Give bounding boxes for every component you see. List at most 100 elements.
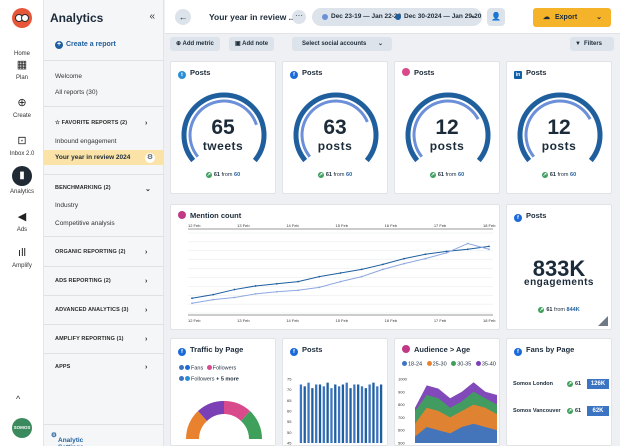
create-report-button[interactable]: + Create a report (55, 41, 116, 49)
bar (326, 382, 329, 443)
posts-value: 65 (211, 116, 235, 139)
rail-item-amplify[interactable]: ıll Amplify (12, 247, 32, 269)
fans-row: Somos Vancouver ↗ 61 62K (513, 404, 611, 419)
bar (360, 386, 364, 443)
rail-item-ads[interactable]: ◀ Ads (16, 211, 28, 233)
x-tick-label-top: 14 Feb (286, 223, 299, 228)
trend-up-icon: ↗ (567, 381, 573, 387)
bar (345, 382, 348, 443)
owl-logo-icon[interactable] (12, 8, 32, 28)
comparison-label: ↗ 61 from 60 (317, 172, 353, 178)
legend: 18-24 25-30 30-35 35-40 (402, 361, 496, 368)
legend: Fans Followers (179, 365, 236, 372)
sidebar-item-competitive-analysis[interactable]: Competitive analysis (55, 220, 115, 227)
data-point (212, 293, 215, 296)
y-tick-label: 900 (398, 389, 405, 394)
rail-item-inbox[interactable]: ⊡ Inbox 2.0 (9, 135, 35, 157)
sidebar-item-all-reports[interactable]: All reports (30) (55, 89, 98, 96)
bar (364, 388, 367, 443)
more-options-icon[interactable]: ··· (292, 10, 306, 24)
donut-segment (224, 400, 250, 421)
section-ads-reporting[interactable]: ADS REPORTING (2) › (55, 278, 148, 285)
data-point (212, 298, 215, 301)
chevron-up-icon[interactable]: ^ (16, 394, 21, 404)
sidebar-item-industry[interactable]: Industry (55, 202, 79, 209)
card-title: f Fans by Page (514, 345, 574, 356)
add-note-button[interactable]: ▣ Add note (229, 37, 275, 51)
resize-handle-icon[interactable] (598, 316, 608, 326)
section-amplify-reporting[interactable]: AMPLIFY REPORTING (1) › (55, 336, 148, 343)
bar (318, 384, 322, 443)
back-arrow-icon[interactable]: ← (175, 9, 191, 25)
gauge-fill (524, 99, 592, 158)
bar (368, 384, 371, 443)
rail-item-plan[interactable]: ▦ Plan (15, 59, 28, 81)
date-range-selector[interactable]: Dec 23-19 — Jan 22-20 Dec 30-2024 — Jan … (312, 8, 482, 26)
data-point (488, 245, 490, 248)
legend-swatch (179, 365, 184, 370)
posts-bar-chart: 75 70 65 60 55 50 45 (287, 377, 383, 445)
posts-card-facebook: f Posts 63 posts ↗ 61 from 60 (282, 61, 388, 194)
sidebar-item-welcome[interactable]: Welcome (55, 73, 82, 80)
data-point (424, 253, 427, 256)
gauge-fill (188, 99, 258, 158)
rail-item-home[interactable]: Home (0, 34, 44, 57)
section-benchmarking[interactable]: BENCHMARKING (2) ⌄ (55, 185, 151, 193)
gauge-track (293, 92, 379, 163)
cloud-download-icon: ☁ (543, 14, 550, 21)
avatar[interactable]: SOMOS (12, 418, 32, 438)
rail-item-analytics[interactable]: ▮ Analytics (0, 166, 44, 195)
facebook-icon: f (514, 214, 522, 222)
chevron-down-icon: ⌄ (596, 14, 602, 21)
facebook-icon: f (290, 348, 298, 356)
gear-icon[interactable]: ⚙ (145, 153, 155, 163)
x-tick-label-bottom: 18 Feb (483, 318, 496, 323)
area-layer (415, 423, 497, 443)
card-title: f Posts (514, 211, 546, 222)
instagram-icon (178, 211, 186, 219)
data-point (360, 268, 363, 271)
y-tick-label: 75 (287, 377, 292, 382)
data-point (318, 275, 321, 278)
posts-value: 63 (323, 116, 347, 139)
collapse-icon[interactable]: « (149, 11, 155, 22)
trend-up-icon: ↗ (317, 172, 324, 178)
add-metric-button[interactable]: ⊕ Add metric (170, 37, 220, 51)
current-period-dot (322, 14, 328, 20)
analytic-settings-link[interactable]: ⚙ Analytic Settings (44, 424, 164, 446)
rail-item-create[interactable]: ⊕ Create (12, 97, 31, 119)
trend-up-icon: ↗ (429, 172, 436, 178)
bar (376, 386, 379, 443)
x-tick-label-bottom: 12 Feb (188, 318, 201, 323)
export-button[interactable]: ☁ Export ⌄ (533, 8, 611, 27)
sidebar-item-active-report[interactable]: Your year in review 2024 ⚙ (44, 150, 164, 165)
comparison-label: ↗ 61 from 60 (205, 172, 241, 178)
select-social-accounts-dropdown[interactable]: Select social accounts ⌄ (292, 37, 392, 51)
data-point (445, 250, 448, 253)
section-organic-reporting[interactable]: ORGANIC REPORTING (2) › (55, 249, 148, 256)
data-point (466, 248, 469, 251)
section-advanced-analytics[interactable]: ADVANCED ANALYTICS (3) › (55, 307, 148, 314)
posts-card-twitter: t Posts 65 tweets ↗ 61 from 60 (170, 61, 276, 194)
audience-age-card: Audience > Age 18-24 25-30 30-35 35-40 1… (394, 338, 500, 446)
section-favorite-reports[interactable]: ☆ FAVORITE REPORTS (2) › (55, 120, 148, 127)
posts-unit: posts (429, 139, 465, 153)
facebook-icon (185, 365, 190, 370)
x-tick-label-top: 16 Feb (385, 223, 398, 228)
calendar-icon: ▦ (16, 59, 28, 71)
posts-bar-card: f Posts 75 70 65 60 55 50 45 (282, 338, 388, 446)
legend-swatch (426, 361, 432, 366)
data-point (191, 302, 193, 305)
share-user-icon[interactable]: 👤 (487, 8, 505, 26)
bar (341, 384, 345, 443)
legend-swatch (475, 361, 481, 366)
bar (349, 388, 352, 443)
sidebar-item-inbound-engagement[interactable]: Inbound engagement (55, 138, 117, 145)
chevron-down-icon: ⌄ (377, 41, 383, 47)
bar (379, 384, 383, 443)
bar (353, 384, 356, 443)
y-tick-label: 500 (398, 441, 405, 446)
card-title: f Posts (290, 345, 322, 356)
filters-button[interactable]: ▼ Filters (570, 37, 614, 51)
section-apps[interactable]: APPS › (55, 364, 148, 371)
